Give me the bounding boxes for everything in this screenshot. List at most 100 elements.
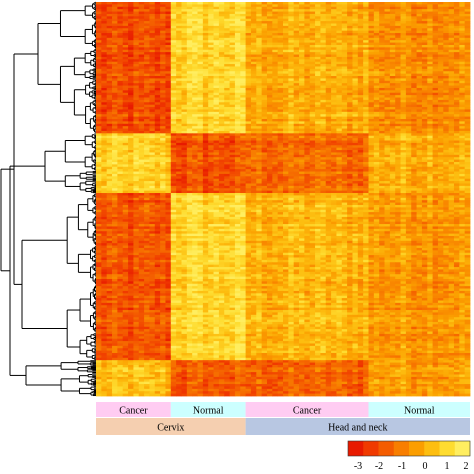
heatmap-cell (437, 40, 444, 43)
heatmap-cell (448, 4, 455, 8)
heatmap-cell (379, 104, 385, 108)
heatmap-cell (250, 16, 257, 20)
heatmap-cell (186, 40, 193, 43)
heatmap-cell (432, 126, 439, 129)
heatmap-cell (331, 47, 337, 51)
heatmap-cell (373, 133, 380, 137)
heatmap-cell (112, 80, 118, 84)
heatmap-cell (299, 90, 305, 94)
heatmap-cell (288, 28, 295, 32)
heatmap-cell (331, 102, 337, 106)
heatmap-cell (293, 128, 300, 132)
heatmap-cell (368, 130, 375, 134)
heatmap-cell (432, 9, 439, 12)
heatmap-cell (197, 128, 204, 132)
heatmap-cell (325, 56, 332, 60)
heatmap-cell (165, 23, 172, 27)
heatmap-cell (459, 35, 466, 39)
heatmap-cell (395, 126, 401, 129)
heatmap-cell (325, 11, 332, 15)
heatmap-cell (293, 116, 300, 120)
heatmap-cell (315, 13, 321, 17)
heatmap-cell (149, 92, 156, 96)
heatmap-cell (256, 99, 263, 103)
heatmap-cell (427, 130, 433, 134)
heatmap-cell (421, 123, 428, 127)
heatmap-cell (341, 18, 348, 22)
heatmap-cell (432, 83, 439, 86)
heatmap-cell (181, 11, 188, 15)
heatmap-cell (250, 126, 257, 129)
heatmap-cell (277, 107, 284, 110)
heatmap-cell (368, 13, 375, 17)
heatmap-cell (283, 99, 289, 103)
heatmap-cell (266, 135, 273, 139)
heatmap-cell (128, 119, 134, 122)
heatmap-cell (149, 13, 156, 17)
heatmap-cell (395, 66, 401, 70)
heatmap-cell (427, 16, 433, 20)
heatmap-cell (101, 42, 108, 46)
heatmap-cell (363, 85, 369, 89)
heatmap-cell (192, 71, 198, 75)
heatmap-cell (379, 66, 385, 70)
heatmap-cell (128, 21, 134, 24)
heatmap-cell (229, 90, 236, 94)
heatmap-cell (400, 21, 407, 24)
heatmap-cell (154, 6, 161, 10)
heatmap-cell (283, 80, 289, 84)
heatmap-cell (384, 76, 391, 79)
heatmap-cell (149, 2, 156, 5)
heatmap-cell (411, 64, 417, 67)
heatmap-cell (176, 119, 182, 122)
heatmap-cell (128, 138, 134, 141)
heatmap-cell (101, 35, 108, 39)
heatmap-cell (277, 23, 284, 27)
heatmap-cell (293, 4, 300, 8)
heatmap-cell (170, 73, 177, 77)
heatmap-cell (283, 68, 289, 72)
heatmap-cell (160, 130, 166, 134)
heatmap-cell (437, 128, 444, 132)
heatmap-cell (448, 21, 455, 24)
heatmap-cell (101, 119, 108, 122)
heatmap-cell (160, 83, 166, 86)
heatmap-cell (165, 56, 172, 60)
heatmap-cell (250, 25, 257, 29)
heatmap-cell (170, 102, 177, 106)
heatmap-cell (160, 97, 166, 101)
heatmap-cell (224, 47, 230, 51)
heatmap-cell (357, 54, 364, 58)
heatmap-cell (405, 23, 412, 27)
heatmap-cell (459, 83, 466, 86)
heatmap-cell (240, 11, 246, 15)
heatmap-cell (224, 104, 230, 108)
heatmap-cell (245, 59, 252, 63)
heatmap-cell (352, 104, 359, 108)
heatmap-cell (459, 90, 466, 94)
heatmap-cell (266, 35, 273, 39)
heatmap-cell (288, 116, 295, 120)
heatmap-cell (453, 90, 460, 94)
heatmap-cell (320, 66, 327, 70)
heatmap-cell (106, 73, 113, 77)
heatmap-cell (363, 97, 369, 101)
heatmap-cell (165, 92, 172, 96)
heatmap-cell (363, 13, 369, 17)
heatmap-cell (347, 76, 353, 79)
heatmap-cell (218, 135, 225, 139)
heatmap-cell (299, 85, 305, 89)
heatmap-cell (208, 42, 214, 46)
heatmap-cell (240, 13, 246, 17)
heatmap-cell (299, 52, 305, 55)
heatmap-cell (112, 68, 118, 72)
heatmap-cell (197, 83, 204, 86)
heatmap-cell (373, 109, 380, 113)
heatmap-cell (117, 23, 124, 27)
heatmap-cell (347, 59, 353, 63)
heatmap-cell (149, 87, 156, 91)
heatmap-cell (368, 23, 375, 27)
heatmap-cell (341, 104, 348, 108)
heatmap-cell (117, 133, 124, 137)
heatmap-cell (245, 9, 252, 12)
